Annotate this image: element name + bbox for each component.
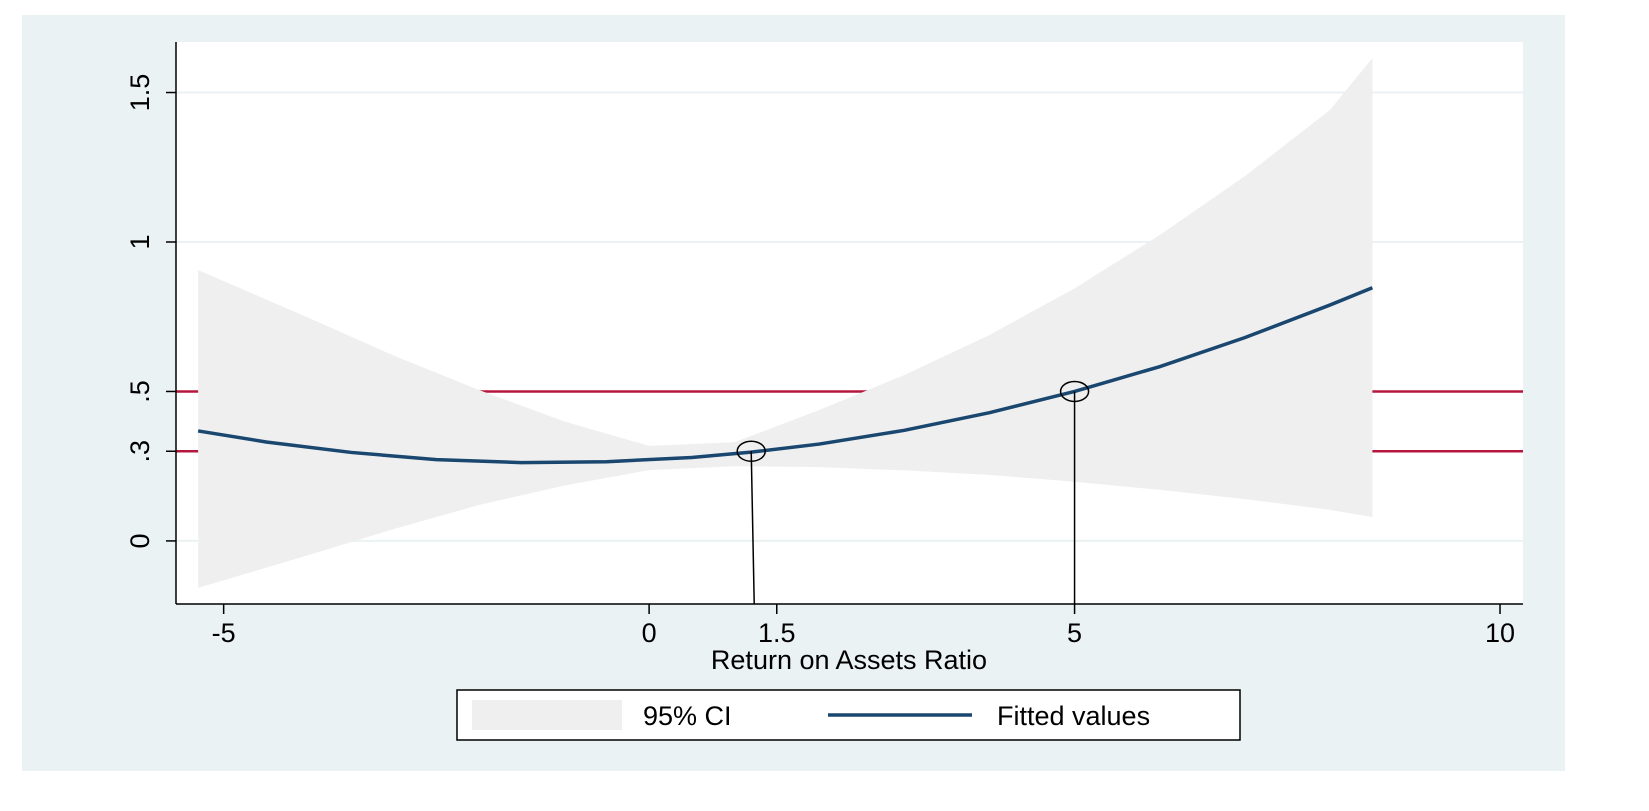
legend-label: 95% CI (643, 701, 732, 731)
fitted-line (197, 286, 1374, 465)
marker-circle (1059, 380, 1090, 403)
x-axis-title: Return on Assets Ratio (711, 645, 987, 675)
legend-label: Fitted values (997, 701, 1150, 731)
x-tick-label: 1.5 (758, 618, 796, 648)
legend-swatch (472, 700, 622, 730)
y-tick-label: 1 (125, 234, 155, 249)
y-tick-label: 0 (125, 533, 155, 548)
x-tick-label: 10 (1485, 618, 1515, 648)
ci-band (198, 58, 1373, 588)
y-tick-label: .5 (125, 380, 155, 403)
x-tick-label: 5 (1067, 618, 1082, 648)
x-tick-label: -5 (212, 618, 236, 648)
marker-circle (736, 440, 766, 462)
y-tick-label: 1.5 (125, 74, 155, 112)
x-tick-label: 0 (642, 618, 657, 648)
y-tick-label: .3 (125, 440, 155, 463)
plot-layer (176, 58, 1523, 588)
drop-line (750, 451, 755, 605)
